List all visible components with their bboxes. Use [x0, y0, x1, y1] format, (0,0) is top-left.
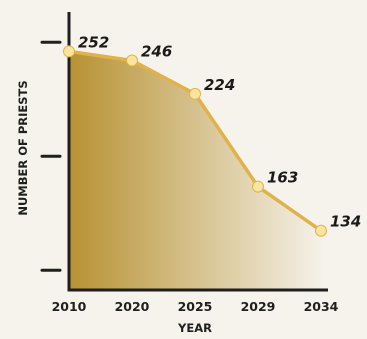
- data-label: 224: [204, 76, 235, 94]
- x-axis-title: YEAR: [177, 321, 212, 335]
- data-point: [189, 87, 201, 100]
- y-ticks: [40, 40, 62, 272]
- x-tick-label: 2020: [115, 299, 150, 314]
- area-fill: [69, 51, 321, 290]
- x-tick-label: 2034: [304, 299, 339, 314]
- area-fill-layer: [69, 51, 321, 290]
- data-point: [63, 45, 75, 58]
- data-point: [315, 224, 327, 237]
- data-label: 252: [78, 33, 109, 51]
- axes: [67, 12, 328, 292]
- x-tick-label: 2029: [241, 299, 276, 314]
- data-markers: [63, 45, 327, 237]
- x-tick-label: 2025: [178, 299, 213, 314]
- x-tick-label: 2010: [52, 299, 87, 314]
- data-labels: 252 246 224 163 134: [78, 33, 361, 230]
- data-point: [126, 54, 138, 67]
- data-label: 246: [141, 42, 172, 60]
- data-point: [252, 180, 264, 193]
- data-label: 163: [267, 169, 298, 187]
- x-tick-labels: 2010 2020 2025 2029 2034: [52, 299, 339, 314]
- data-label: 134: [330, 213, 361, 231]
- y-axis-title: NUMBER OF PRIESTS: [16, 80, 30, 215]
